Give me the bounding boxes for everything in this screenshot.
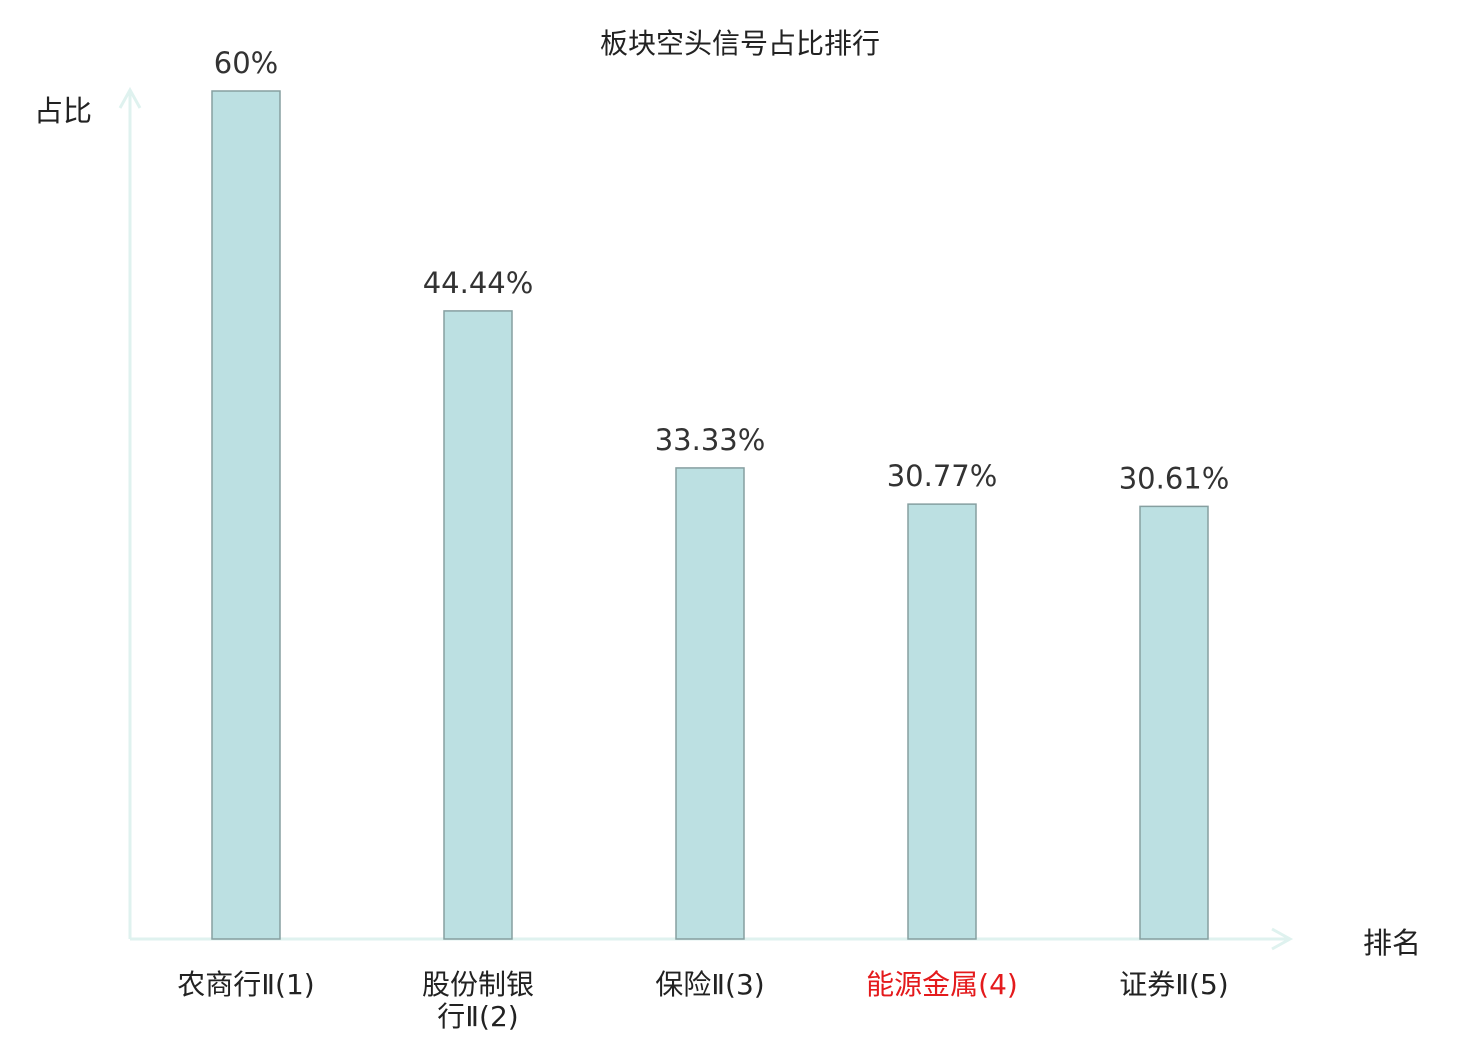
data-label: 30.61% <box>1119 461 1230 495</box>
category-label: 股份制银行Ⅱ(2) <box>422 968 534 1033</box>
category-label: 保险Ⅱ(3) <box>655 968 764 1001</box>
chart-title: 板块空头信号占比排行 <box>600 27 880 60</box>
category-label: 农商行Ⅱ(1) <box>177 968 314 1001</box>
y-axis-label: 占比 <box>34 94 92 128</box>
data-label: 33.33% <box>655 423 766 457</box>
data-label: 60% <box>214 46 278 80</box>
bar <box>1139 505 1209 940</box>
bar <box>443 310 513 940</box>
bar <box>907 503 977 940</box>
category-label: 证券Ⅱ(5) <box>1119 968 1228 1001</box>
category-label: 能源金属(4) <box>866 968 1018 1001</box>
x-axis-arrow-icon <box>1271 927 1294 951</box>
data-label: 30.77% <box>887 459 998 493</box>
bar <box>675 467 745 940</box>
bar <box>211 90 281 940</box>
y-axis-arrow-icon <box>118 86 142 109</box>
data-label: 44.44% <box>423 266 534 300</box>
x-axis-label: 排名 <box>1363 926 1421 960</box>
